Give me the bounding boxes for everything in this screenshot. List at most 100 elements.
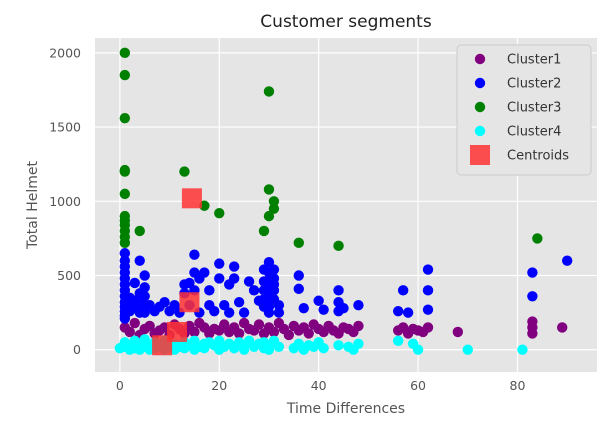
series-cluster3 — [119, 47, 543, 252]
x-tick-label: 60 — [410, 378, 426, 393]
data-point — [129, 317, 140, 329]
x-tick-label: 80 — [510, 378, 526, 393]
data-point — [139, 291, 150, 302]
legend-label: Cluster4 — [507, 125, 561, 140]
data-point — [333, 285, 344, 296]
chart-title: Customer segments — [260, 12, 432, 32]
x-tick-label: 20 — [211, 378, 227, 393]
data-points — [114, 47, 573, 356]
data-point — [318, 304, 329, 315]
data-point — [238, 344, 250, 355]
data-point — [402, 307, 414, 318]
legend-marker — [470, 145, 490, 165]
x-axis-label: Time Differences — [286, 401, 405, 417]
data-point — [318, 343, 329, 354]
data-point — [119, 69, 131, 81]
data-point — [144, 320, 155, 332]
data-point — [139, 282, 150, 293]
data-point — [333, 240, 344, 252]
data-point — [517, 344, 528, 355]
data-point — [214, 207, 225, 219]
data-point — [134, 255, 145, 266]
legend-label: Centroids — [507, 149, 569, 164]
data-point — [248, 285, 260, 296]
x-tick-label: 40 — [311, 378, 327, 393]
data-point — [268, 203, 280, 214]
data-point — [353, 300, 364, 311]
data-point — [557, 322, 568, 333]
y-tick-label: 500 — [57, 268, 81, 283]
x-tick-label: 0 — [116, 378, 124, 393]
data-point — [139, 307, 150, 318]
data-point — [258, 225, 270, 237]
data-point — [268, 196, 280, 207]
y-tick-label: 1000 — [49, 194, 81, 209]
series-cluster4 — [114, 334, 528, 355]
data-point — [392, 335, 404, 347]
data-point — [273, 307, 285, 318]
legend-label: Cluster2 — [507, 77, 561, 92]
axis-ticks: 0 20 40 60 80 0 500 1000 1500 2000 — [49, 45, 525, 393]
data-point — [452, 326, 464, 338]
data-point — [159, 297, 170, 308]
series-cluster1 — [119, 316, 568, 341]
data-point — [124, 326, 135, 338]
data-point — [527, 316, 538, 327]
data-point — [392, 305, 404, 317]
data-point — [527, 267, 538, 278]
data-point — [238, 307, 250, 318]
data-point — [397, 285, 409, 296]
data-point — [179, 166, 190, 177]
data-point — [353, 338, 364, 349]
data-point — [228, 273, 240, 284]
y-axis-label: Total Helmet — [25, 161, 41, 250]
series-cluster2 — [119, 248, 573, 324]
data-point — [184, 277, 195, 289]
data-point — [139, 270, 150, 281]
data-point — [298, 302, 309, 314]
data-point — [223, 307, 235, 318]
data-point — [129, 277, 140, 289]
data-point — [268, 264, 280, 275]
legend-label: Cluster3 — [507, 101, 561, 116]
data-point — [422, 285, 434, 296]
data-point — [263, 307, 275, 318]
data-point — [293, 283, 304, 295]
data-point — [422, 264, 434, 275]
legend-marker — [474, 101, 486, 113]
data-point — [268, 285, 280, 296]
data-point — [119, 47, 131, 59]
data-point — [119, 112, 131, 124]
data-point — [561, 255, 573, 266]
data-point — [263, 184, 275, 195]
legend-marker — [474, 77, 486, 89]
data-point — [219, 319, 230, 330]
y-tick-label: 2000 — [49, 45, 81, 60]
data-point — [268, 326, 280, 338]
centroid-marker — [179, 292, 200, 313]
data-point — [333, 340, 344, 351]
data-point — [263, 256, 275, 268]
data-point — [527, 291, 538, 302]
data-point — [303, 328, 314, 339]
data-point — [313, 295, 324, 306]
centroid-marker — [152, 335, 173, 356]
data-point — [219, 300, 230, 311]
data-point — [199, 267, 210, 278]
legend-frame — [456, 44, 592, 176]
data-point — [228, 261, 240, 272]
data-point — [293, 270, 304, 281]
data-point — [263, 210, 275, 222]
legend: Cluster1 Cluster2 Cluster3 Cluster4 Centroid… — [456, 44, 592, 176]
data-point — [263, 344, 275, 355]
data-point — [204, 285, 215, 296]
y-tick-label: 1500 — [49, 120, 81, 135]
data-point — [243, 276, 255, 287]
data-point — [532, 233, 543, 244]
legend-marker — [474, 53, 486, 65]
series-centroids — [152, 188, 202, 356]
data-point — [209, 305, 220, 317]
y-tick-label: 0 — [73, 342, 81, 357]
